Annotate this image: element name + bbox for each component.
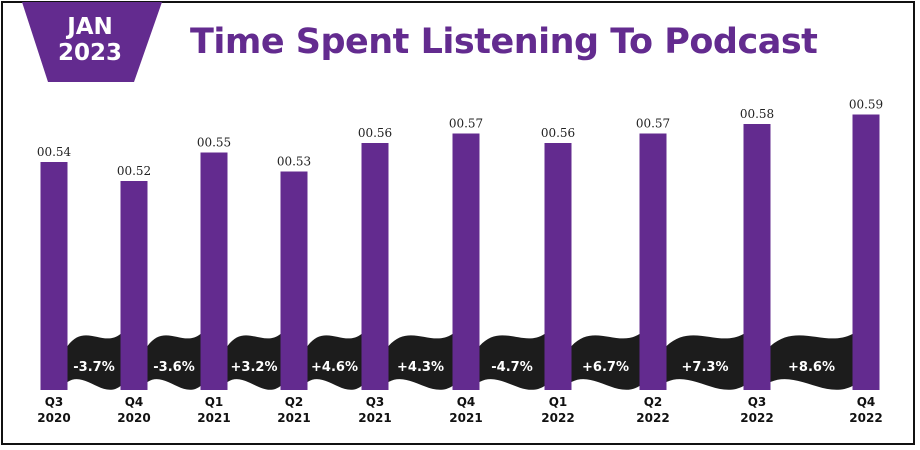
- change-ribbon: [67, 334, 121, 390]
- chart-title: Time Spent Listening To Podcast: [190, 22, 818, 62]
- bar-value-label: 00.58: [740, 107, 774, 121]
- bar-value-label: 00.53: [277, 155, 311, 169]
- change-label: -3.7%: [73, 360, 114, 375]
- bar-value-label: 00.56: [541, 126, 575, 140]
- x-tick-label: Q4: [857, 395, 876, 409]
- date-badge: [22, 2, 162, 82]
- change-label: -3.6%: [153, 360, 194, 375]
- change-label: +4.3%: [397, 360, 444, 375]
- x-tick-label: 2021: [277, 411, 310, 425]
- bar-value-label: 00.57: [449, 117, 483, 131]
- x-tick-label: Q2: [285, 395, 304, 409]
- badge-background: [22, 2, 162, 82]
- bar: [639, 133, 667, 390]
- change-ribbon: [388, 334, 453, 390]
- x-tick-label: 2022: [740, 411, 773, 425]
- x-tick-label: 2021: [358, 411, 391, 425]
- bar: [452, 133, 480, 390]
- x-tick-label: Q1: [205, 395, 224, 409]
- bar: [743, 124, 771, 390]
- x-tick-label: Q1: [549, 395, 568, 409]
- x-tick-label: 2020: [37, 411, 70, 425]
- change-ribbon: [307, 334, 362, 390]
- badge-month: JAN: [67, 14, 113, 40]
- bar: [544, 143, 572, 390]
- change-ribbon: [571, 334, 640, 390]
- change-ribbon: [479, 334, 545, 390]
- change-label: +7.3%: [682, 360, 729, 375]
- change-label: -4.7%: [491, 360, 532, 375]
- change-ribbon: [770, 334, 853, 390]
- change-label: +8.6%: [788, 360, 835, 375]
- x-tick-label: 2020: [117, 411, 150, 425]
- x-tick-label: Q3: [748, 395, 767, 409]
- bar-value-label: 00.59: [849, 98, 883, 112]
- x-tick-label: 2022: [849, 411, 882, 425]
- x-tick-label: Q4: [125, 395, 144, 409]
- bar-value-label: 00.54: [37, 145, 72, 159]
- bar: [40, 162, 68, 390]
- bar-value-label: 00.56: [358, 126, 392, 140]
- bar: [120, 181, 148, 390]
- change-ribbon: [666, 334, 744, 390]
- badge-year: 2023: [57, 40, 122, 66]
- x-tick-label: Q3: [45, 395, 64, 409]
- bar-value-label: 00.55: [197, 136, 231, 150]
- change-label: +6.7%: [582, 360, 629, 375]
- change-label: +3.2%: [231, 360, 278, 375]
- change-label: +4.6%: [311, 360, 358, 375]
- bar-value-label: 00.57: [636, 117, 670, 131]
- change-ribbon: [227, 334, 281, 390]
- bar: [361, 143, 389, 390]
- x-tick-label: 2021: [197, 411, 230, 425]
- x-tick-label: Q2: [644, 395, 663, 409]
- bar: [280, 171, 308, 390]
- bar-value-label: 00.52: [117, 164, 151, 178]
- x-tick-label: 2022: [636, 411, 669, 425]
- bar: [200, 152, 228, 390]
- x-tick-label: Q4: [457, 395, 476, 409]
- bar: [852, 114, 880, 390]
- change-ribbon: [147, 334, 201, 390]
- x-tick-label: 2021: [449, 411, 482, 425]
- x-tick-label: Q3: [366, 395, 385, 409]
- x-tick-label: 2022: [541, 411, 574, 425]
